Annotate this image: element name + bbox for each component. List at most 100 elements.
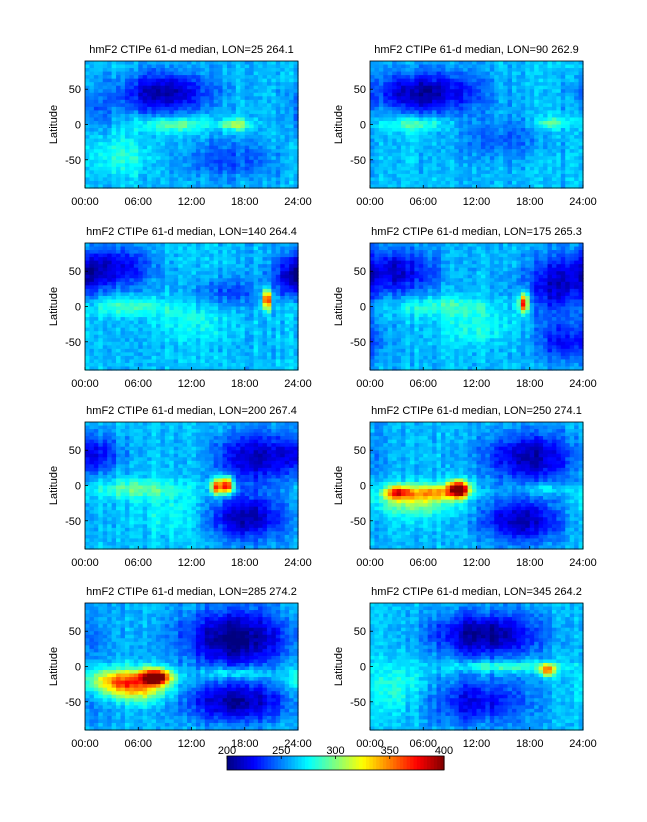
heatmap-cell — [520, 85, 526, 90]
heatmap-cell — [156, 89, 162, 94]
heatmap-cell — [409, 92, 415, 97]
heatmap-cell — [560, 156, 566, 161]
heatmap-cell — [485, 92, 491, 97]
heatmap-cell — [293, 138, 299, 143]
heatmap-cell — [227, 156, 233, 161]
heatmap-cell — [178, 99, 184, 104]
heatmap-cell — [124, 124, 130, 129]
heatmap-cell — [284, 110, 290, 115]
heatmap-cell — [454, 152, 460, 157]
heatmap-cell — [240, 166, 246, 171]
heatmap-cell — [262, 359, 268, 364]
heatmap-cell — [253, 96, 259, 101]
heatmap-cell — [107, 82, 113, 87]
x-tick-label: 06:00 — [124, 196, 152, 208]
heatmap-cell — [142, 267, 148, 272]
heatmap-cell — [289, 159, 295, 164]
heatmap-cell — [467, 82, 473, 87]
heatmap-cell — [423, 128, 429, 133]
heatmap-cell — [102, 274, 108, 279]
heatmap-cell — [191, 267, 197, 272]
heatmap-cell — [227, 257, 233, 262]
heatmap-cell — [280, 71, 286, 76]
heatmap-cell — [520, 177, 526, 182]
heatmap-cell — [231, 310, 237, 315]
heatmap-cell — [432, 71, 438, 76]
heatmap-cell — [436, 71, 442, 76]
heatmap-cell — [98, 180, 104, 186]
heatmap-cell — [124, 177, 130, 182]
heatmap-cell — [396, 92, 402, 97]
heatmap-cell — [156, 92, 162, 97]
heatmap-cell — [133, 250, 139, 255]
heatmap-cell — [498, 99, 504, 104]
heatmap-cell — [209, 152, 215, 157]
heatmap-cell — [195, 135, 201, 140]
heatmap-cell — [178, 85, 184, 90]
heatmap-cell — [187, 113, 193, 119]
heatmap-cell — [392, 180, 398, 186]
heatmap-cell — [111, 267, 117, 272]
panel-title: hmF2 CTIPe 61-d median, LON=90 262.9 — [374, 44, 579, 56]
heatmap-cell — [142, 166, 148, 171]
heatmap-cell — [142, 243, 148, 248]
heatmap-cell — [534, 173, 540, 179]
heatmap-cell — [129, 89, 135, 94]
heatmap-cell — [423, 75, 429, 80]
heatmap-cell — [116, 184, 122, 189]
heatmap-cell — [133, 271, 139, 276]
heatmap-cell — [449, 135, 455, 140]
heatmap-cell — [120, 362, 126, 368]
heatmap-cell — [120, 68, 126, 73]
heatmap-cell — [151, 166, 157, 171]
heatmap-cell — [169, 264, 175, 269]
heatmap-cell — [266, 68, 272, 73]
heatmap-cell — [503, 120, 509, 126]
heatmap-cell — [116, 106, 122, 111]
heatmap-cell — [213, 257, 219, 262]
heatmap-cell — [414, 156, 420, 161]
heatmap-cell — [102, 243, 108, 248]
heatmap-cell — [449, 103, 455, 108]
heatmap-cell — [280, 82, 286, 87]
heatmap-cell — [209, 355, 215, 361]
heatmap-cell — [222, 313, 228, 318]
heatmap-cell — [227, 106, 233, 111]
heatmap-cell — [173, 113, 179, 119]
heatmap-cell — [129, 92, 135, 97]
heatmap-cell — [489, 131, 495, 136]
heatmap-cell — [472, 99, 478, 104]
heatmap-cell — [227, 299, 233, 304]
heatmap-cell — [480, 85, 486, 90]
heatmap-cell — [556, 64, 562, 69]
heatmap-cell — [258, 281, 264, 286]
heatmap-cell — [454, 120, 460, 126]
heatmap-cell — [262, 149, 268, 154]
heatmap-cell — [209, 142, 215, 147]
heatmap-cell — [489, 64, 495, 69]
heatmap-cell — [503, 166, 509, 171]
heatmap-cell — [445, 124, 451, 129]
heatmap-cell — [85, 131, 91, 136]
heatmap-cell — [266, 96, 272, 101]
heatmap-cell — [275, 177, 281, 182]
heatmap-cell — [441, 177, 447, 182]
heatmap-cell — [449, 71, 455, 76]
heatmap-cell — [218, 131, 224, 136]
heatmap-cell — [133, 156, 139, 161]
heatmap-cell — [472, 75, 478, 80]
heatmap-cell — [169, 180, 175, 186]
heatmap-cell — [156, 310, 162, 315]
heatmap-cell — [133, 135, 139, 140]
heatmap-cell — [235, 145, 241, 150]
heatmap-cell — [383, 152, 389, 157]
heatmap-cell — [551, 120, 557, 126]
heatmap-cell — [138, 285, 144, 290]
heatmap-cell — [240, 352, 246, 357]
heatmap-cell — [227, 177, 233, 182]
heatmap-cell — [280, 135, 286, 140]
heatmap-cell — [129, 170, 135, 175]
heatmap-cell — [480, 124, 486, 129]
heatmap-cell — [569, 120, 575, 126]
heatmap-cell — [409, 89, 415, 94]
